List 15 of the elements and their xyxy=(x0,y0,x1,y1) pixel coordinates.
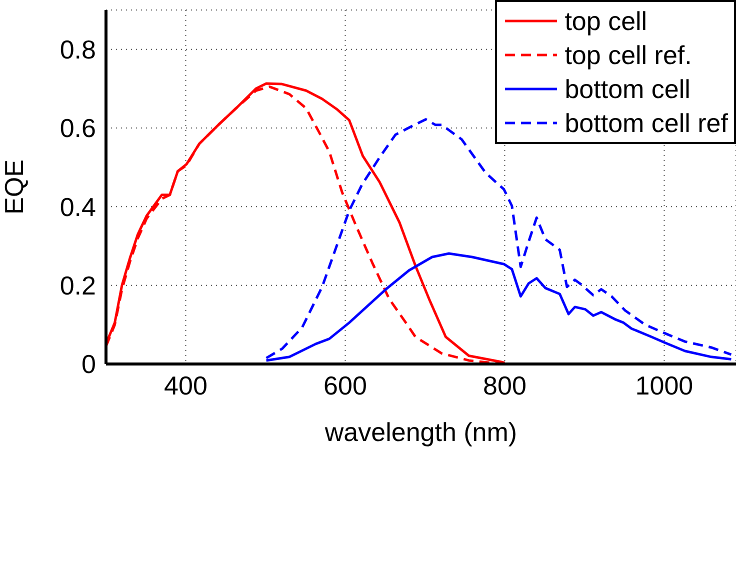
legend-label: top cell xyxy=(564,5,648,38)
y-tick-label: 0.6 xyxy=(60,113,96,144)
y-tick-label: 0.8 xyxy=(60,34,96,65)
y-tick-label: 0.4 xyxy=(60,192,96,222)
x-axis-title: wavelength (nm) xyxy=(324,417,518,447)
legend-label: bottom cell ref xyxy=(564,107,728,140)
y-axis-title: EQE xyxy=(0,160,30,214)
legend-label: top cell ref. xyxy=(564,39,692,72)
x-tick-label: 1000 xyxy=(635,370,694,400)
y-tick-label: 0 xyxy=(82,349,96,380)
legend-label: bottom cell xyxy=(564,73,690,106)
y-tick-label: 0.2 xyxy=(60,270,96,301)
x-tick-label: 600 xyxy=(324,370,367,400)
x-tick-label: 800 xyxy=(483,370,526,400)
x-tick-label: 400 xyxy=(164,370,208,400)
